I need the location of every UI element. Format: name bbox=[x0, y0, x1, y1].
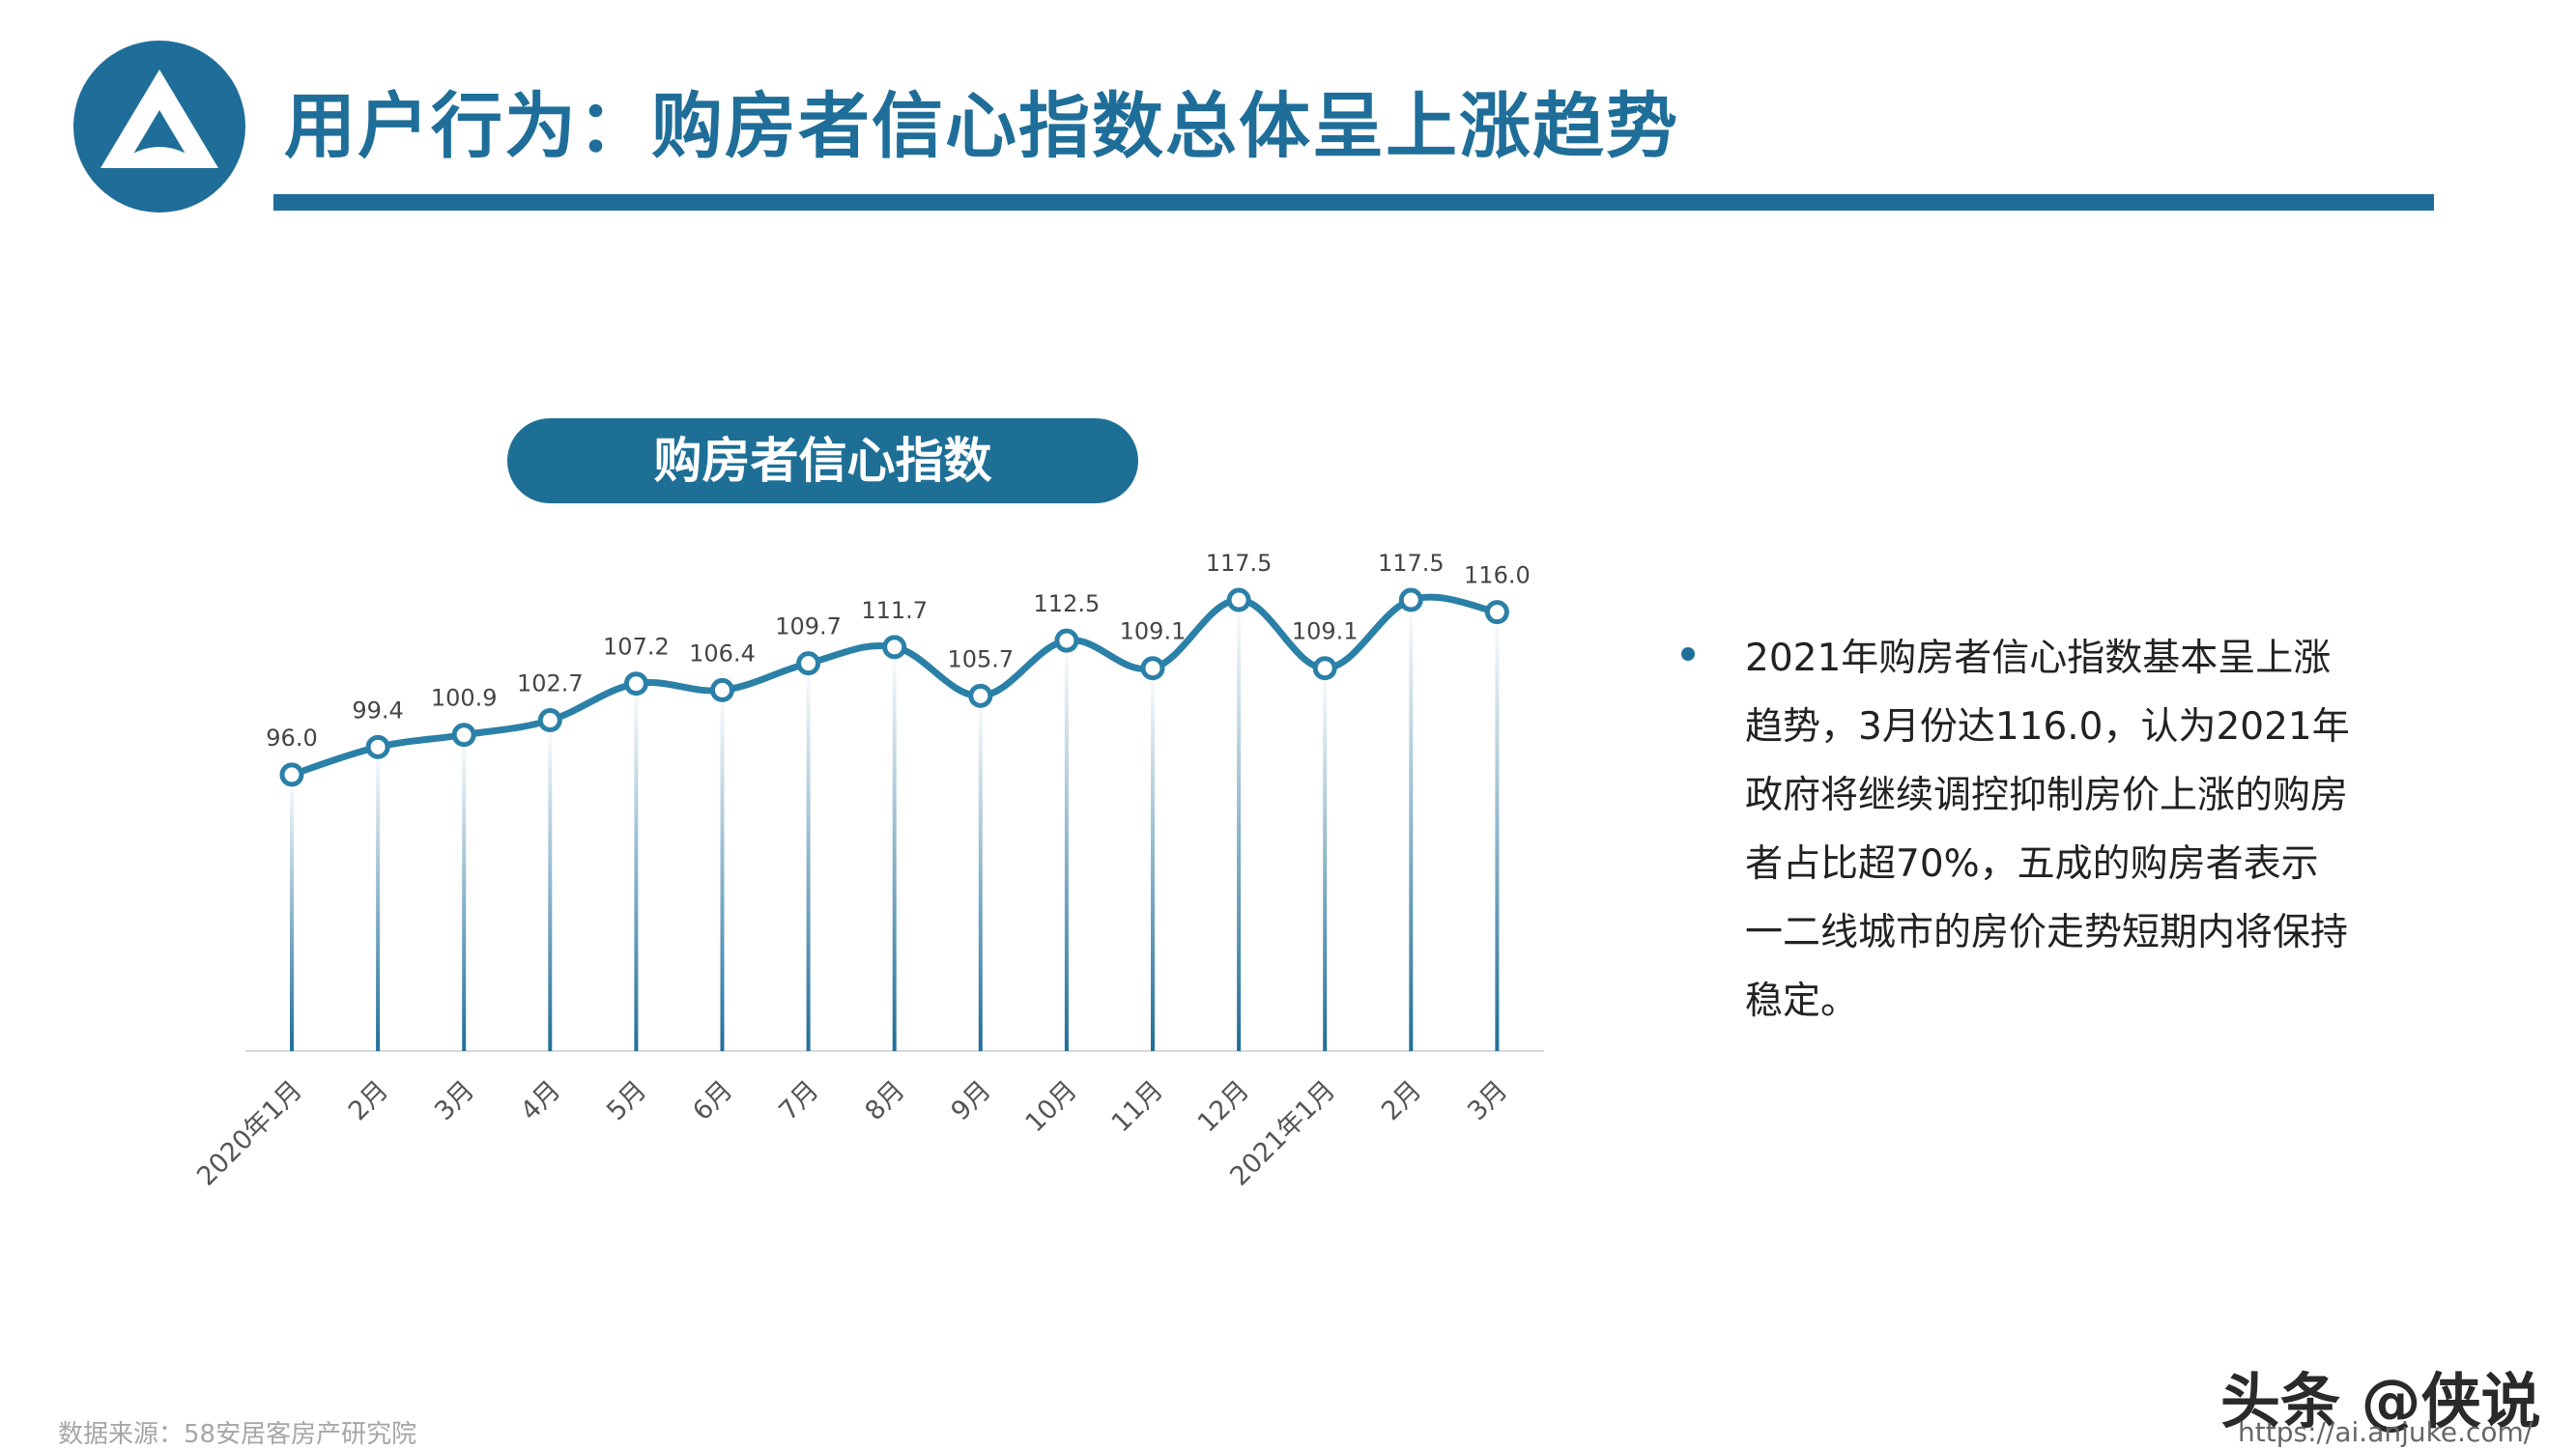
x-tick-label: 7月 bbox=[773, 1075, 824, 1126]
data-label: 112.5 bbox=[1034, 590, 1101, 617]
data-point bbox=[1312, 656, 1337, 681]
data-source-note: 数据来源：58安居客房产研究院 bbox=[58, 1420, 417, 1449]
x-tick-label: 11月 bbox=[1106, 1075, 1169, 1138]
drop-line bbox=[1495, 611, 1500, 1051]
data-point bbox=[1226, 587, 1251, 612]
drop-line bbox=[978, 696, 983, 1051]
drop-line bbox=[1064, 640, 1069, 1051]
x-tick-label: 6月 bbox=[687, 1075, 738, 1126]
data-point bbox=[537, 708, 562, 733]
data-label: 111.7 bbox=[861, 597, 928, 624]
confidence-index-chart: 96.0 99.4 100.9 102.7 107.2 106.4 109.7 111.7 10… bbox=[193, 550, 1544, 1192]
x-tick-label: 9月 bbox=[946, 1075, 997, 1126]
x-tick-label: 2020年1月 bbox=[193, 1075, 308, 1192]
x-tick-label: 12月 bbox=[1192, 1075, 1255, 1138]
x-tick-label: 8月 bbox=[859, 1075, 910, 1126]
data-label: 109.7 bbox=[775, 613, 842, 640]
chart-title-pill: 购房者信心指数 bbox=[507, 418, 1138, 503]
x-tick-label: 2月 bbox=[1376, 1075, 1427, 1126]
data-label: 100.9 bbox=[431, 685, 498, 712]
data-point bbox=[1054, 628, 1079, 653]
drop-line bbox=[1323, 668, 1328, 1051]
data-label: 117.5 bbox=[1378, 550, 1445, 577]
data-point bbox=[882, 635, 907, 660]
data-point bbox=[623, 671, 648, 697]
data-point bbox=[1398, 587, 1423, 612]
drop-line bbox=[548, 720, 553, 1051]
data-point bbox=[279, 762, 304, 787]
data-point bbox=[451, 723, 476, 748]
data-label: 106.4 bbox=[689, 640, 756, 667]
watermark-text: 头条 @侠说 bbox=[2220, 1366, 2541, 1436]
data-point bbox=[710, 677, 734, 702]
bullet-dot-icon bbox=[1681, 647, 1695, 661]
anjuke-logo-icon bbox=[73, 41, 245, 213]
drop-line bbox=[892, 646, 897, 1051]
drop-line bbox=[1409, 600, 1414, 1051]
drop-line bbox=[1237, 600, 1242, 1051]
drop-line bbox=[376, 747, 381, 1051]
drop-line bbox=[290, 774, 294, 1051]
data-point bbox=[796, 651, 821, 676]
x-tick-label: 4月 bbox=[515, 1075, 566, 1126]
data-label: 107.2 bbox=[603, 634, 670, 661]
drop-line bbox=[462, 734, 467, 1051]
data-label: 109.1 bbox=[1292, 618, 1359, 645]
data-label: 116.0 bbox=[1464, 562, 1531, 589]
drop-line bbox=[634, 683, 639, 1051]
data-label: 99.4 bbox=[352, 697, 403, 724]
watermark-url: https://ai.anjuke.com/ bbox=[2238, 1416, 2533, 1448]
drop-line bbox=[806, 663, 811, 1051]
title-underline bbox=[273, 194, 2434, 211]
data-label: 117.5 bbox=[1206, 550, 1273, 577]
data-label: 96.0 bbox=[266, 725, 317, 752]
x-tick-label: 3月 bbox=[429, 1075, 480, 1126]
data-point bbox=[1140, 656, 1165, 681]
x-tick-label: 3月 bbox=[1462, 1075, 1513, 1126]
x-tick-label: 2月 bbox=[343, 1075, 394, 1126]
data-point bbox=[365, 734, 390, 759]
data-label: 109.1 bbox=[1120, 618, 1187, 645]
page-title: 用户行为：购房者信心指数总体呈上涨趋势 bbox=[284, 85, 1679, 168]
x-tick-label: 10月 bbox=[1020, 1075, 1083, 1138]
drop-line bbox=[1151, 668, 1155, 1051]
drop-line bbox=[720, 690, 725, 1051]
data-label: 102.7 bbox=[517, 670, 584, 697]
series-line bbox=[290, 593, 1499, 779]
summary-text: 2021年购房者信心指数基本呈上涨趋势，3月份达116.0，认为2021年政府将… bbox=[1745, 637, 2350, 1023]
data-point bbox=[968, 683, 993, 708]
data-label: 105.7 bbox=[947, 645, 1014, 672]
x-tick-label: 5月 bbox=[601, 1075, 652, 1126]
data-point bbox=[1484, 600, 1509, 625]
